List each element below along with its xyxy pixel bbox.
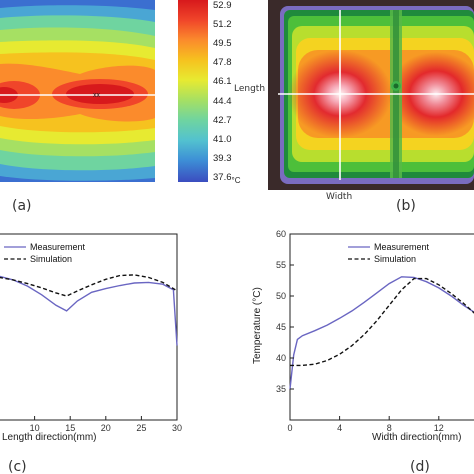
chart-c-legend: Measurement Simulation bbox=[4, 242, 86, 264]
panel-a-label: (a) bbox=[12, 198, 32, 214]
y-tick-label: 50 bbox=[276, 291, 286, 301]
length-label: Length bbox=[234, 84, 266, 94]
panel-b-thermal-image bbox=[268, 0, 474, 190]
chart-d: 0 4 8 12 35 40 45 50 55 60 Measurement Simulatio… bbox=[252, 229, 474, 474]
chart-c: 10 15 20 25 30 Measurement Simulation Length… bbox=[0, 233, 182, 474]
x-tick-label: 0 bbox=[287, 423, 292, 433]
colorbar-tick: 42.7 bbox=[213, 115, 232, 126]
colorbar-tick-bottom: 37.6 bbox=[213, 172, 232, 183]
chart-c-xlabel: Length direction(mm) bbox=[2, 432, 96, 443]
y-tick-label: 55 bbox=[276, 260, 286, 270]
x-tick-label: 4 bbox=[337, 423, 342, 433]
chart-d-xlabel: Width direction(mm) bbox=[372, 432, 461, 443]
colorbar-unit: °C bbox=[231, 176, 241, 185]
series-line-simulation bbox=[0, 274, 178, 297]
legend-measurement-label: Measurement bbox=[30, 242, 86, 252]
x-tick-label: 10 bbox=[30, 423, 40, 433]
colorbar-tick: 49.5 bbox=[213, 38, 232, 49]
colorbar-gradient bbox=[178, 0, 208, 182]
colorbar bbox=[178, 0, 208, 182]
chart-d-legend: Measurement Simulation bbox=[348, 242, 430, 264]
x-tick-label: 25 bbox=[136, 423, 146, 433]
colorbar-tick: 47.8 bbox=[213, 57, 232, 68]
y-tick-label: 60 bbox=[276, 229, 286, 239]
x-tick-label: 15 bbox=[65, 423, 75, 433]
legend-simulation-label: Simulation bbox=[30, 254, 72, 264]
x-tick-label: 8 bbox=[387, 423, 392, 433]
series-line-simulation bbox=[290, 277, 474, 367]
colorbar-tick: 37.6°C bbox=[213, 172, 240, 185]
legend-measurement-label: Measurement bbox=[374, 242, 430, 252]
series-line-measurement bbox=[289, 276, 474, 390]
x-tick-label: 30 bbox=[172, 423, 182, 433]
x-tick-label: 20 bbox=[101, 423, 111, 433]
chart-c-plot-frame bbox=[0, 233, 178, 421]
colorbar-tick: 46.1 bbox=[213, 76, 232, 87]
panel-a-contour-map: xx bbox=[0, 0, 155, 182]
y-tick-label: 40 bbox=[276, 353, 286, 363]
panel-b-label: (b) bbox=[396, 198, 416, 214]
colorbar-tick: 44.4 bbox=[213, 96, 232, 107]
colorbar-tick: 51.2 bbox=[213, 19, 232, 30]
colorbar-tick: 41.0 bbox=[213, 134, 232, 145]
legend-simulation-label: Simulation bbox=[374, 254, 416, 264]
panel-a-hotspot-marker: xx bbox=[93, 92, 101, 99]
y-tick-label: 35 bbox=[276, 384, 286, 394]
panel-d-label: (d) bbox=[410, 459, 430, 474]
panel-c-label: (c) bbox=[8, 459, 27, 474]
colorbar-tick: 52.9 bbox=[213, 0, 232, 11]
x-tick-label: 12 bbox=[434, 423, 444, 433]
colorbar-ticks: 52.9 51.2 49.5 47.8 46.1 44.4 42.7 41.0 … bbox=[213, 0, 253, 190]
y-tick-label: 45 bbox=[276, 322, 286, 332]
width-label: Width bbox=[326, 192, 353, 202]
series-line-measurement bbox=[0, 275, 178, 346]
chart-d-ylabel: Temperature (°C) bbox=[252, 287, 263, 364]
colorbar-tick: 39.3 bbox=[213, 153, 232, 164]
